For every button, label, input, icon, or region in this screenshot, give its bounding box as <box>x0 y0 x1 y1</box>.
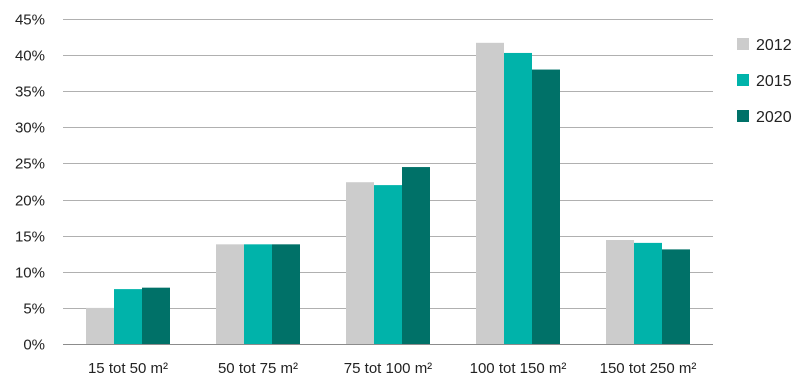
bar-2020 <box>402 167 430 344</box>
legend-label-2015: 2015 <box>756 73 792 90</box>
bar-2015 <box>504 52 532 344</box>
y-tick-label: 40% <box>15 48 45 65</box>
legend-label-2020: 2020 <box>756 109 792 126</box>
y-tick-label: 30% <box>15 120 45 137</box>
y-tick-label: 20% <box>15 193 45 210</box>
bar-2012 <box>216 244 244 344</box>
bar-2020 <box>272 244 300 344</box>
bar-2015 <box>244 244 272 344</box>
y-tick-label: 15% <box>15 229 45 246</box>
bar-2020 <box>532 69 560 345</box>
x-tick-label: 150 tot 250 m² <box>600 360 697 377</box>
y-tick-label: 0% <box>23 337 45 354</box>
bar-2015 <box>114 289 142 344</box>
legend-swatch-2015 <box>737 74 749 86</box>
bar-2012 <box>346 182 374 344</box>
x-tick-label: 50 tot 75 m² <box>218 360 298 377</box>
x-tick-label: 15 tot 50 m² <box>88 360 168 377</box>
y-tick-label: 45% <box>15 12 45 29</box>
y-tick-label: 5% <box>23 301 45 318</box>
legend-swatch-2012 <box>737 38 749 50</box>
bars <box>86 42 690 345</box>
bar-2015 <box>634 242 662 344</box>
legend-swatch-2020 <box>737 110 749 122</box>
bar-2020 <box>142 287 170 344</box>
legend-label-2012: 2012 <box>756 37 792 54</box>
y-tick-label: 35% <box>15 84 45 101</box>
x-tick-label: 75 tot 100 m² <box>344 360 432 377</box>
bar-2012 <box>86 307 114 344</box>
bar-2012 <box>606 240 634 344</box>
bar-2012 <box>476 42 504 344</box>
legend: 2012 2015 2020 <box>737 37 792 126</box>
y-tick-label: 25% <box>15 156 45 173</box>
y-axis-tick-labels: 0% 5% 10% 15% 20% 25% 30% 35% 40% 45% <box>15 12 45 354</box>
bar-2020 <box>662 249 690 344</box>
x-tick-label: 100 tot 150 m² <box>470 360 567 377</box>
bar-2015 <box>374 185 402 344</box>
x-axis-tick-labels: 15 tot 50 m² 50 tot 75 m² 75 tot 100 m² 100… <box>88 360 696 377</box>
y-tick-label: 10% <box>15 265 45 282</box>
